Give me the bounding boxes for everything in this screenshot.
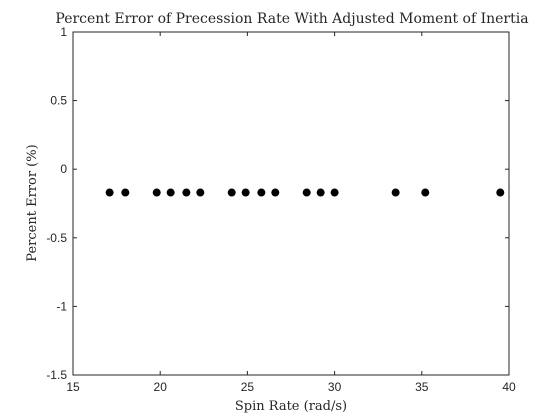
- x-tick-label: 35: [415, 380, 429, 394]
- y-tick-label: 0: [60, 162, 67, 176]
- data-point: [121, 188, 130, 197]
- data-point: [421, 188, 430, 197]
- data-point: [391, 188, 400, 197]
- x-tick-label: 25: [241, 380, 255, 394]
- chart-title: Percent Error of Precession Rate With Ad…: [55, 11, 528, 27]
- x-axis: 15 20 25 30 35 40: [66, 32, 516, 394]
- data-point: [105, 188, 114, 197]
- data-point: [241, 188, 250, 197]
- data-point: [316, 188, 325, 197]
- data-points: [105, 188, 505, 197]
- plot-area-frame: [72, 31, 510, 376]
- y-tick-label: -1.5: [46, 368, 67, 382]
- data-point: [152, 188, 161, 197]
- data-point: [271, 188, 280, 197]
- y-tick-label: 0.5: [50, 94, 67, 108]
- y-tick-label: 1: [60, 25, 67, 39]
- y-axis-label: Percent Error (%): [25, 144, 40, 261]
- data-point: [302, 188, 311, 197]
- data-point: [496, 188, 505, 197]
- data-point: [227, 188, 236, 197]
- y-tick-label: -0.5: [46, 231, 67, 245]
- y-axis: -1.5 -1 -0.5 0 0.5 1: [46, 25, 509, 382]
- data-point: [182, 188, 191, 197]
- y-tick-label: -1: [56, 299, 67, 313]
- data-point: [196, 188, 205, 197]
- x-tick-label: 15: [66, 380, 80, 394]
- data-point: [257, 188, 266, 197]
- x-tick-label: 20: [154, 380, 168, 394]
- data-point: [330, 188, 339, 197]
- x-tick-label: 40: [502, 380, 516, 394]
- x-tick-label: 30: [328, 380, 342, 394]
- x-axis-label: Spin Rate (rad/s): [235, 399, 347, 414]
- data-point: [166, 188, 175, 197]
